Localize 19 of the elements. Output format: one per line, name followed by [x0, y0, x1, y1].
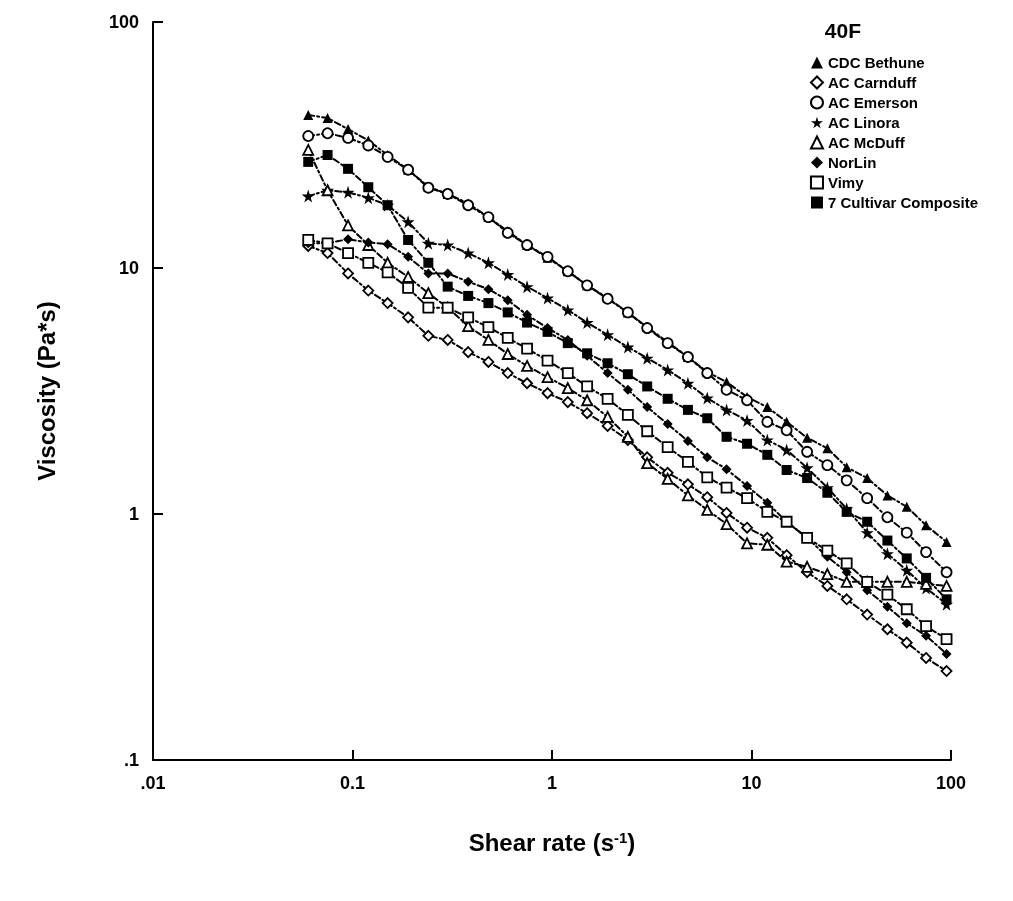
x-tick-label: 0.1 [339, 773, 366, 793]
legend-label: NorLin [827, 154, 877, 171]
x-tick-label: 100 [935, 773, 967, 793]
y-tick-label: 10 [118, 258, 139, 278]
legend-label: 7 Cultivar Composite [827, 194, 978, 211]
legend-label: AC Emerson [827, 94, 918, 111]
x-tick-label: .01 [140, 773, 166, 793]
legend-label: AC McDuff [827, 134, 906, 151]
legend-label: CDC Bethune [827, 54, 925, 71]
legend-title: 40F [824, 19, 862, 42]
x-tick-label: 10 [741, 773, 762, 793]
y-tick-label: .1 [123, 750, 139, 770]
y-axis-title: Viscosity (Pa*s) [32, 301, 60, 481]
x-tick-label: 1 [546, 773, 558, 793]
legend-label: Vimy [827, 174, 865, 191]
y-tick-label: 100 [108, 12, 139, 32]
y-tick-label: 1 [128, 504, 139, 524]
legend-label: AC Linora [827, 114, 901, 131]
legend-label: AC Carnduff [827, 74, 918, 91]
